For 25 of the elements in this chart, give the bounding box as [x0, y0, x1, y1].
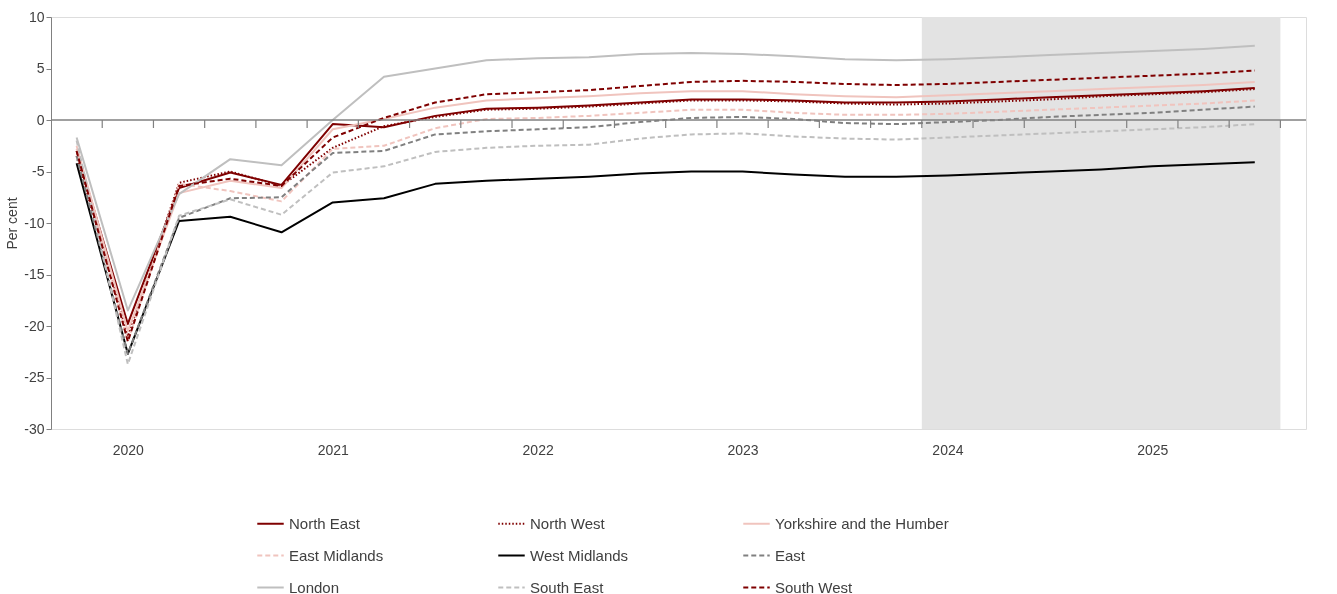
y-tick-label: -15 [24, 266, 45, 282]
y-axis-title: Per cent [4, 197, 21, 250]
legend-label: North East [289, 514, 361, 532]
legend-label: North West [530, 514, 606, 532]
x-tick-label: 2020 [112, 441, 145, 458]
y-tick-label: -10 [24, 214, 45, 231]
y-tick-label: -30 [24, 420, 45, 437]
legend-label: London [289, 578, 340, 594]
y-tick-label: -20 [24, 317, 45, 334]
legend-label: West Midlands [530, 546, 629, 564]
x-tick-label: 2021 [317, 441, 350, 458]
legend-label: East [775, 546, 806, 564]
legend-label: South East [530, 578, 605, 594]
x-tick-label: 2025 [1137, 441, 1169, 458]
y-tick-label: -5 [32, 163, 45, 179]
y-tick-label: 5 [36, 60, 45, 76]
y-tick-label: -25 [24, 369, 45, 385]
y-tick-label: 10 [28, 8, 45, 25]
legend-label: Yorkshire and the Humber [775, 514, 949, 532]
x-tick-label: 2022 [522, 441, 554, 458]
x-tick-label: 2024 [932, 441, 964, 458]
legend-label: East Midlands [289, 546, 384, 564]
x-tick-label: 2023 [727, 441, 759, 458]
y-tick-label: 0 [36, 111, 45, 128]
legend-label: South West [775, 578, 854, 594]
